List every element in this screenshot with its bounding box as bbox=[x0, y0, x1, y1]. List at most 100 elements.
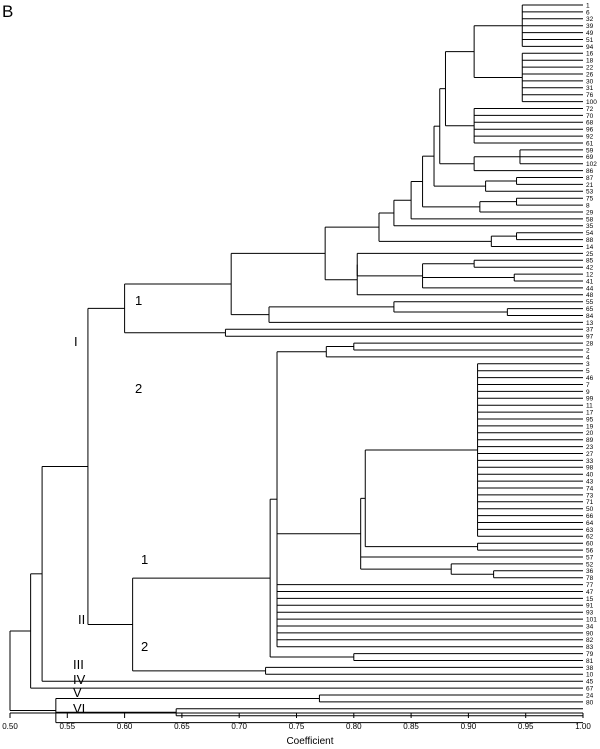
leaf-label: 69 bbox=[586, 154, 594, 161]
leaf-label: 29 bbox=[586, 209, 594, 216]
leaf-label: 25 bbox=[586, 251, 594, 258]
cluster-label-II: II bbox=[78, 612, 85, 627]
leaf-label: 56 bbox=[586, 548, 594, 555]
leaf-label: 12 bbox=[586, 272, 594, 279]
leaf-label: 33 bbox=[586, 458, 594, 465]
leaf-label: 57 bbox=[586, 554, 594, 561]
x-tick-label: 0.80 bbox=[346, 722, 362, 731]
leaf-label: 20 bbox=[586, 430, 594, 437]
leaf-label: 27 bbox=[586, 451, 594, 458]
leaf-label: 40 bbox=[586, 472, 594, 479]
leaf-label: 87 bbox=[586, 175, 594, 182]
leaf-label: 38 bbox=[586, 665, 594, 672]
leaf-label: 76 bbox=[586, 92, 594, 99]
leaf-label: 23 bbox=[586, 444, 594, 451]
leaf-label: 73 bbox=[586, 492, 594, 499]
x-tick-label: 1.00 bbox=[575, 722, 591, 731]
leaf-label: 9 bbox=[586, 389, 590, 396]
leaf-label: 70 bbox=[586, 113, 594, 120]
x-tick-label: 0.90 bbox=[461, 722, 477, 731]
leaf-label: 79 bbox=[586, 651, 594, 658]
leaf-label: 68 bbox=[586, 120, 594, 127]
leaf-label: 61 bbox=[586, 140, 594, 147]
leaf-label: 45 bbox=[586, 679, 594, 686]
x-tick-label: 0.50 bbox=[2, 722, 18, 731]
leaf-label: 90 bbox=[586, 630, 594, 637]
leaf-label: 39 bbox=[586, 23, 594, 30]
leaf-label: 34 bbox=[586, 623, 594, 630]
leaf-label: 72 bbox=[586, 106, 594, 113]
leaf-label: 59 bbox=[586, 147, 594, 154]
cluster-label-IV: IV bbox=[73, 672, 86, 687]
cluster-label-II-1: 1 bbox=[141, 552, 148, 567]
x-tick-label: 0.55 bbox=[60, 722, 76, 731]
leaf-label: 102 bbox=[586, 161, 597, 168]
leaf-label: 86 bbox=[586, 168, 594, 175]
x-tick-label: 0.60 bbox=[117, 722, 133, 731]
leaf-label: 21 bbox=[586, 182, 594, 189]
leaf-label: 89 bbox=[586, 437, 594, 444]
x-axis-title: Coefficient bbox=[286, 736, 333, 747]
leaf-label: 36 bbox=[586, 568, 594, 575]
leaf-label: 10 bbox=[586, 672, 594, 679]
leaf-label: 28 bbox=[586, 341, 594, 348]
leaf-label: 50 bbox=[586, 506, 594, 513]
leaf-label: 3 bbox=[586, 361, 590, 368]
leaf-label: 82 bbox=[586, 637, 594, 644]
leaf-label: 62 bbox=[586, 534, 594, 541]
x-tick-label: 0.95 bbox=[518, 722, 534, 731]
leaf-label: 74 bbox=[586, 485, 594, 492]
x-tick-label: 0.65 bbox=[174, 722, 190, 731]
leaf-label: 101 bbox=[586, 617, 597, 624]
leaf-label: 97 bbox=[586, 334, 594, 341]
leaf-label: 95 bbox=[586, 416, 594, 423]
leaf-label: 6 bbox=[586, 9, 590, 16]
x-tick-label: 0.85 bbox=[403, 722, 419, 731]
leaf-label: 51 bbox=[586, 37, 594, 44]
leaf-label: 85 bbox=[586, 258, 594, 265]
leaf-label: 54 bbox=[586, 230, 594, 237]
leaf-label: 18 bbox=[586, 58, 594, 65]
leaf-label: 99 bbox=[586, 396, 594, 403]
leaf-labels: 1632394951941618222630317610072706896926… bbox=[586, 2, 597, 706]
leaf-label: 49 bbox=[586, 30, 594, 37]
cluster-label-I-2: 2 bbox=[135, 381, 142, 396]
leaf-label: 5 bbox=[586, 368, 590, 375]
leaf-label: 52 bbox=[586, 561, 594, 568]
leaf-label: 66 bbox=[586, 513, 594, 520]
leaf-label: 88 bbox=[586, 237, 594, 244]
leaf-label: 60 bbox=[586, 541, 594, 548]
leaf-label: 13 bbox=[586, 320, 594, 327]
leaf-label: 41 bbox=[586, 278, 594, 285]
leaf-label: 64 bbox=[586, 520, 594, 527]
leaf-label: 92 bbox=[586, 134, 594, 141]
leaf-label: 8 bbox=[586, 203, 590, 210]
leaf-label: 55 bbox=[586, 299, 594, 306]
leaf-label: 71 bbox=[586, 499, 594, 506]
cluster-label-I: I bbox=[74, 334, 78, 349]
leaf-label: 44 bbox=[586, 285, 594, 292]
leaf-label: 81 bbox=[586, 658, 594, 665]
leaf-label: 98 bbox=[586, 465, 594, 472]
leaf-label: 2 bbox=[586, 347, 590, 354]
leaf-label: 19 bbox=[586, 423, 594, 430]
leaf-label: 31 bbox=[586, 85, 594, 92]
leaf-label: 65 bbox=[586, 306, 594, 313]
leaf-label: 16 bbox=[586, 51, 594, 58]
cluster-labels: I 1 2 II 1 2 III IV V VI bbox=[73, 293, 148, 716]
leaf-label: 75 bbox=[586, 196, 594, 203]
x-axis: 0.50 0.55 0.60 0.65 0.70 0.75 0.80 0.85 0.90 0.95… bbox=[2, 712, 591, 747]
leaf-label: 96 bbox=[586, 127, 594, 134]
x-tick-label: 0.75 bbox=[289, 722, 305, 731]
dendrogram-branches bbox=[9, 4, 583, 724]
leaf-label: 46 bbox=[586, 375, 594, 382]
cluster-label-II-2: 2 bbox=[141, 639, 148, 654]
leaf-label: 80 bbox=[586, 699, 594, 706]
leaf-label: 93 bbox=[586, 610, 594, 617]
leaf-label: 26 bbox=[586, 71, 594, 78]
leaf-label: 14 bbox=[586, 244, 594, 251]
leaf-label: 94 bbox=[586, 44, 594, 51]
panel-label: B bbox=[2, 2, 13, 21]
leaf-label: 24 bbox=[586, 692, 594, 699]
